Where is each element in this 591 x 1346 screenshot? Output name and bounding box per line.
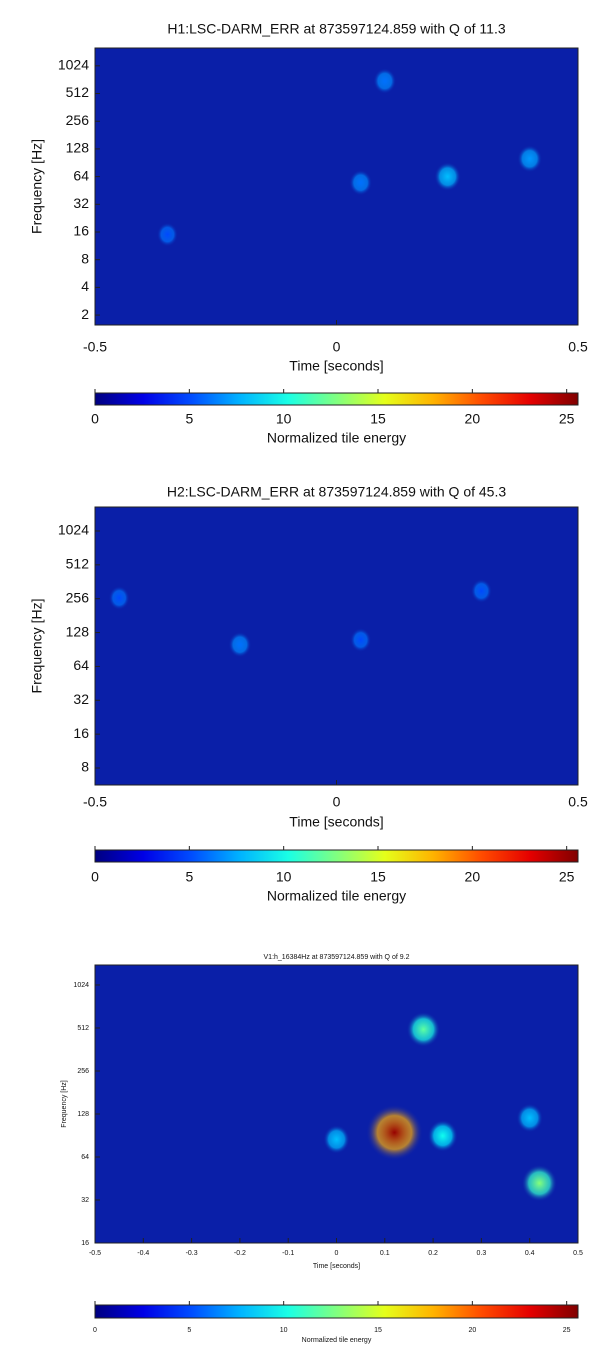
y-tick-label: 512 — [77, 1025, 89, 1032]
x-tick-label: 0.5 — [568, 339, 588, 355]
colorbar-tick-label: 25 — [563, 1327, 571, 1334]
energy-tile — [427, 1119, 458, 1152]
x-tick-label: -0.5 — [83, 794, 107, 810]
energy-tile — [323, 1124, 350, 1154]
y-axis-label: Frequency [Hz] — [61, 1080, 68, 1128]
hotspots — [156, 68, 542, 247]
x-tick-label: -0.5 — [89, 1250, 101, 1257]
y-tick-label: 128 — [77, 1111, 89, 1118]
x-tick-label: 0 — [335, 1250, 339, 1257]
x-tick-label: 0 — [333, 339, 341, 355]
colorbar-tick-label: 10 — [280, 1327, 288, 1334]
plot-background — [95, 48, 578, 325]
plot-background — [95, 965, 578, 1243]
colorbar-tick-label: 15 — [370, 869, 386, 885]
x-tick-label: -0.5 — [83, 339, 107, 355]
y-tick-label: 1024 — [58, 522, 89, 538]
x-tick-label: -0.1 — [282, 1250, 294, 1257]
x-tick-label: 0.5 — [568, 794, 588, 810]
energy-tile — [156, 222, 178, 247]
y-tick-label: 2 — [81, 306, 89, 322]
energy-tile — [365, 1104, 423, 1161]
energy-tile — [373, 68, 397, 94]
energy-tile — [470, 578, 492, 603]
y-tick-label: 256 — [66, 112, 90, 128]
energy-tile — [516, 1103, 543, 1133]
y-tick-label: 64 — [81, 1154, 89, 1161]
y-tick-label: 256 — [77, 1068, 89, 1075]
colorbar-tick-label: 0 — [91, 869, 99, 885]
energy-tile — [108, 585, 130, 610]
chart-title: V1:h_16384Hz at 873597124.859 with Q of … — [264, 954, 410, 961]
y-tick-label: 1024 — [58, 57, 89, 73]
x-axis-label: Time [seconds] — [289, 814, 383, 830]
colorbar-tick-label: 10 — [276, 869, 292, 885]
y-tick-label: 128 — [66, 140, 90, 156]
energy-tile — [521, 1164, 558, 1202]
colorbar-tick-label: 10 — [276, 411, 292, 427]
colorbar-tick-label: 20 — [468, 1327, 476, 1334]
energy-tile — [517, 145, 542, 173]
y-tick-label: 1024 — [73, 982, 89, 989]
colorbar-tick-label: 20 — [465, 869, 481, 885]
x-tick-label: 0 — [333, 794, 341, 810]
colorbar-tick-label: 5 — [185, 411, 193, 427]
y-axis-label: Frequency [Hz] — [29, 139, 45, 234]
y-tick-label: 4 — [81, 278, 89, 294]
colorbar — [94, 1304, 579, 1319]
colorbar-tick-label: 15 — [374, 1327, 382, 1334]
y-tick-label: 128 — [66, 623, 90, 639]
y-tick-label: 32 — [73, 691, 89, 707]
x-tick-label: -0.2 — [234, 1250, 246, 1257]
y-tick-label: 32 — [73, 195, 89, 211]
y-tick-label: 16 — [81, 1240, 89, 1247]
colorbar-tick-label: 5 — [185, 869, 193, 885]
y-tick-label: 512 — [66, 84, 90, 100]
x-axis-label: Time [seconds] — [289, 358, 383, 374]
y-tick-label: 64 — [73, 167, 89, 183]
y-tick-label: 64 — [73, 657, 89, 673]
colorbar-tick-label: 0 — [93, 1327, 97, 1334]
colorbar-tick-label: 20 — [465, 411, 481, 427]
x-tick-label: -0.3 — [186, 1250, 198, 1257]
y-tick-label: 16 — [73, 725, 89, 741]
colorbar-label: Normalized tile energy — [302, 1337, 372, 1344]
colorbar-tick-label: 25 — [559, 869, 575, 885]
chart-title: H2:LSC-DARM_ERR at 873597124.859 with Q … — [167, 484, 507, 500]
x-axis-label: Time [seconds] — [313, 1263, 360, 1270]
y-tick-label: 8 — [81, 250, 89, 266]
hotspots — [108, 578, 492, 658]
y-tick-label: 256 — [66, 589, 90, 605]
plot-background — [95, 507, 578, 785]
energy-tile — [406, 1011, 441, 1048]
x-tick-label: 0.4 — [525, 1250, 535, 1257]
y-axis-label: Frequency [Hz] — [29, 599, 45, 694]
colorbar-tick-label: 0 — [91, 411, 99, 427]
energy-tile — [350, 627, 372, 652]
energy-tile — [228, 631, 252, 658]
energy-tile — [434, 162, 461, 192]
x-tick-label: 0.5 — [573, 1250, 583, 1257]
colorbar-label: Normalized tile energy — [267, 888, 406, 904]
x-tick-label: 0.3 — [477, 1250, 487, 1257]
colorbar — [94, 849, 579, 863]
y-tick-label: 8 — [81, 759, 89, 775]
x-tick-label: 0.2 — [428, 1250, 438, 1257]
colorbar-label: Normalized tile energy — [267, 430, 406, 446]
energy-tile — [349, 169, 373, 196]
colorbar-tick-label: 25 — [559, 411, 575, 427]
hotspots — [323, 1011, 558, 1202]
colorbar-tick-label: 15 — [370, 411, 386, 427]
x-tick-label: -0.4 — [137, 1250, 149, 1257]
colorbar-tick-label: 5 — [187, 1327, 191, 1334]
colorbar — [94, 392, 579, 406]
y-tick-label: 32 — [81, 1197, 89, 1204]
x-tick-label: 0.1 — [380, 1250, 390, 1257]
chart-title: H1:LSC-DARM_ERR at 873597124.859 with Q … — [167, 21, 505, 37]
y-tick-label: 512 — [66, 556, 90, 572]
y-tick-label: 16 — [73, 223, 89, 239]
